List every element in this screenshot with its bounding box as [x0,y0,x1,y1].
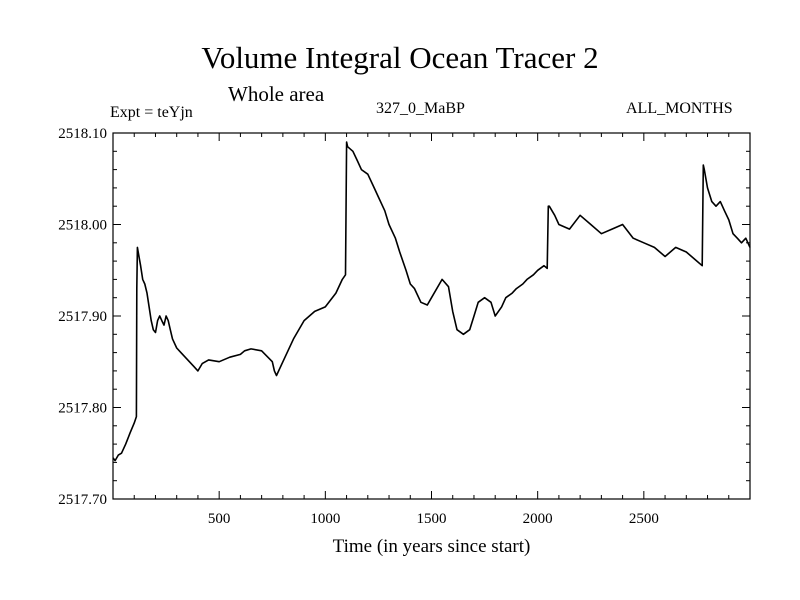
x-tick-label: 2500 [629,511,659,527]
y-tick-label: 2517.90 [58,309,107,325]
series-layer [112,141,751,462]
x-axis-ticks: 500 1000 1500 2000 2500 [133,133,730,527]
y-tick-label: 2517.80 [58,401,107,417]
y-tick-label: 2518.00 [58,218,107,234]
x-tick-label: 1500 [417,511,447,527]
x-tick-label: 500 [208,511,231,527]
y-axis-ticks: 2517.70 2517.80 2517.90 2518.00 2518.10 [58,126,750,508]
chart-subtitle: Whole area [228,82,325,106]
y-tick-label: 2517.70 [58,492,107,508]
y-tick-label: 2518.10 [58,126,107,142]
chart-title: Volume Integral Ocean Tracer 2 [201,40,599,75]
series-line [112,141,751,462]
x-tick-label: 2000 [523,511,553,527]
experiment-label: Expt = teYjn [110,104,193,121]
run-label: 327_0_MaBP [376,100,465,117]
x-axis-label: Time (in years since start) [333,536,531,557]
plot-frame [112,132,751,500]
period-label: ALL_MONTHS [626,100,733,117]
x-tick-label: 1000 [310,511,340,527]
